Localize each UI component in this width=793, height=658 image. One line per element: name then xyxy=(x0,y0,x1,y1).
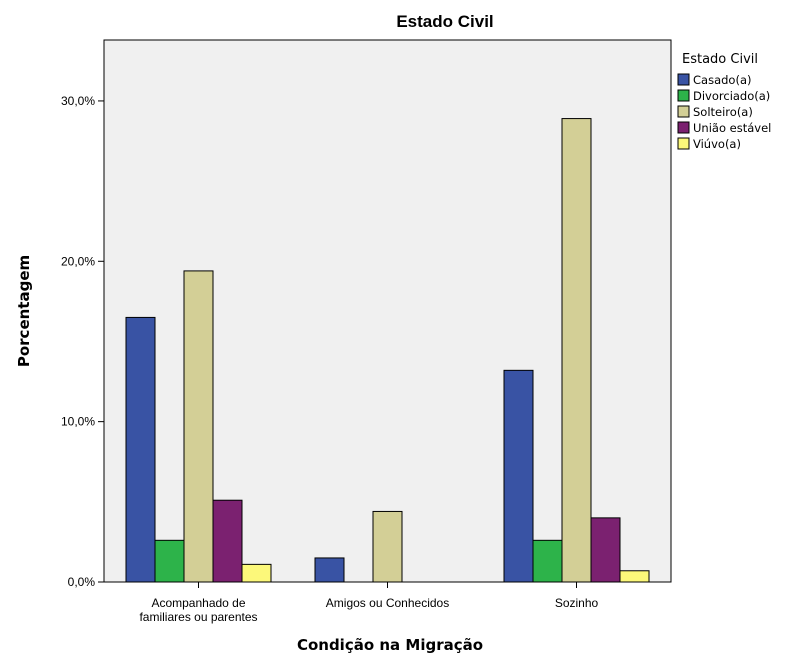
bar xyxy=(590,517,621,583)
chart-title: Estado Civil xyxy=(396,12,493,31)
legend-label: Viúvo(a) xyxy=(693,137,741,151)
legend-title: Estado Civil xyxy=(682,52,758,67)
legend-swatch xyxy=(677,121,690,134)
bars-group xyxy=(125,118,650,583)
bar xyxy=(372,510,403,583)
legend-label: Solteiro(a) xyxy=(693,105,753,119)
x-tick-label: Acompanhado de xyxy=(151,596,245,610)
legend-swatch xyxy=(677,73,690,86)
bar xyxy=(532,539,563,583)
bar xyxy=(314,557,345,583)
y-axis: 0,0% 10,0% 20,0% 30,0% xyxy=(61,94,104,589)
legend-label: Divorciado(a) xyxy=(693,89,770,103)
x-tick-label: familiares ou parentes xyxy=(139,610,257,624)
bar xyxy=(212,499,243,583)
x-axis-title: Condição na Migração xyxy=(297,636,483,654)
bar xyxy=(619,570,650,583)
legend: Estado Civil Casado(a) Divorciado(a) Solte… xyxy=(677,52,771,151)
bar xyxy=(154,539,185,583)
legend-swatch xyxy=(677,105,690,118)
y-tick-label: 30,0% xyxy=(61,94,95,108)
y-tick-label: 0,0% xyxy=(68,575,96,589)
y-tick-label: 20,0% xyxy=(61,254,95,268)
bar xyxy=(183,270,214,583)
legend-label: Casado(a) xyxy=(693,73,751,87)
bar xyxy=(503,369,534,583)
bar xyxy=(561,118,592,583)
x-tick-label: Sozinho xyxy=(555,596,599,610)
legend-swatch xyxy=(677,89,690,102)
legend-label: União estável xyxy=(693,121,771,135)
bar xyxy=(241,563,272,583)
y-tick-label: 10,0% xyxy=(61,415,95,429)
x-tick-label: Amigos ou Conhecidos xyxy=(326,596,449,610)
y-axis-title: Porcentagem xyxy=(15,255,33,367)
bar xyxy=(125,316,156,583)
legend-swatch xyxy=(677,137,690,150)
